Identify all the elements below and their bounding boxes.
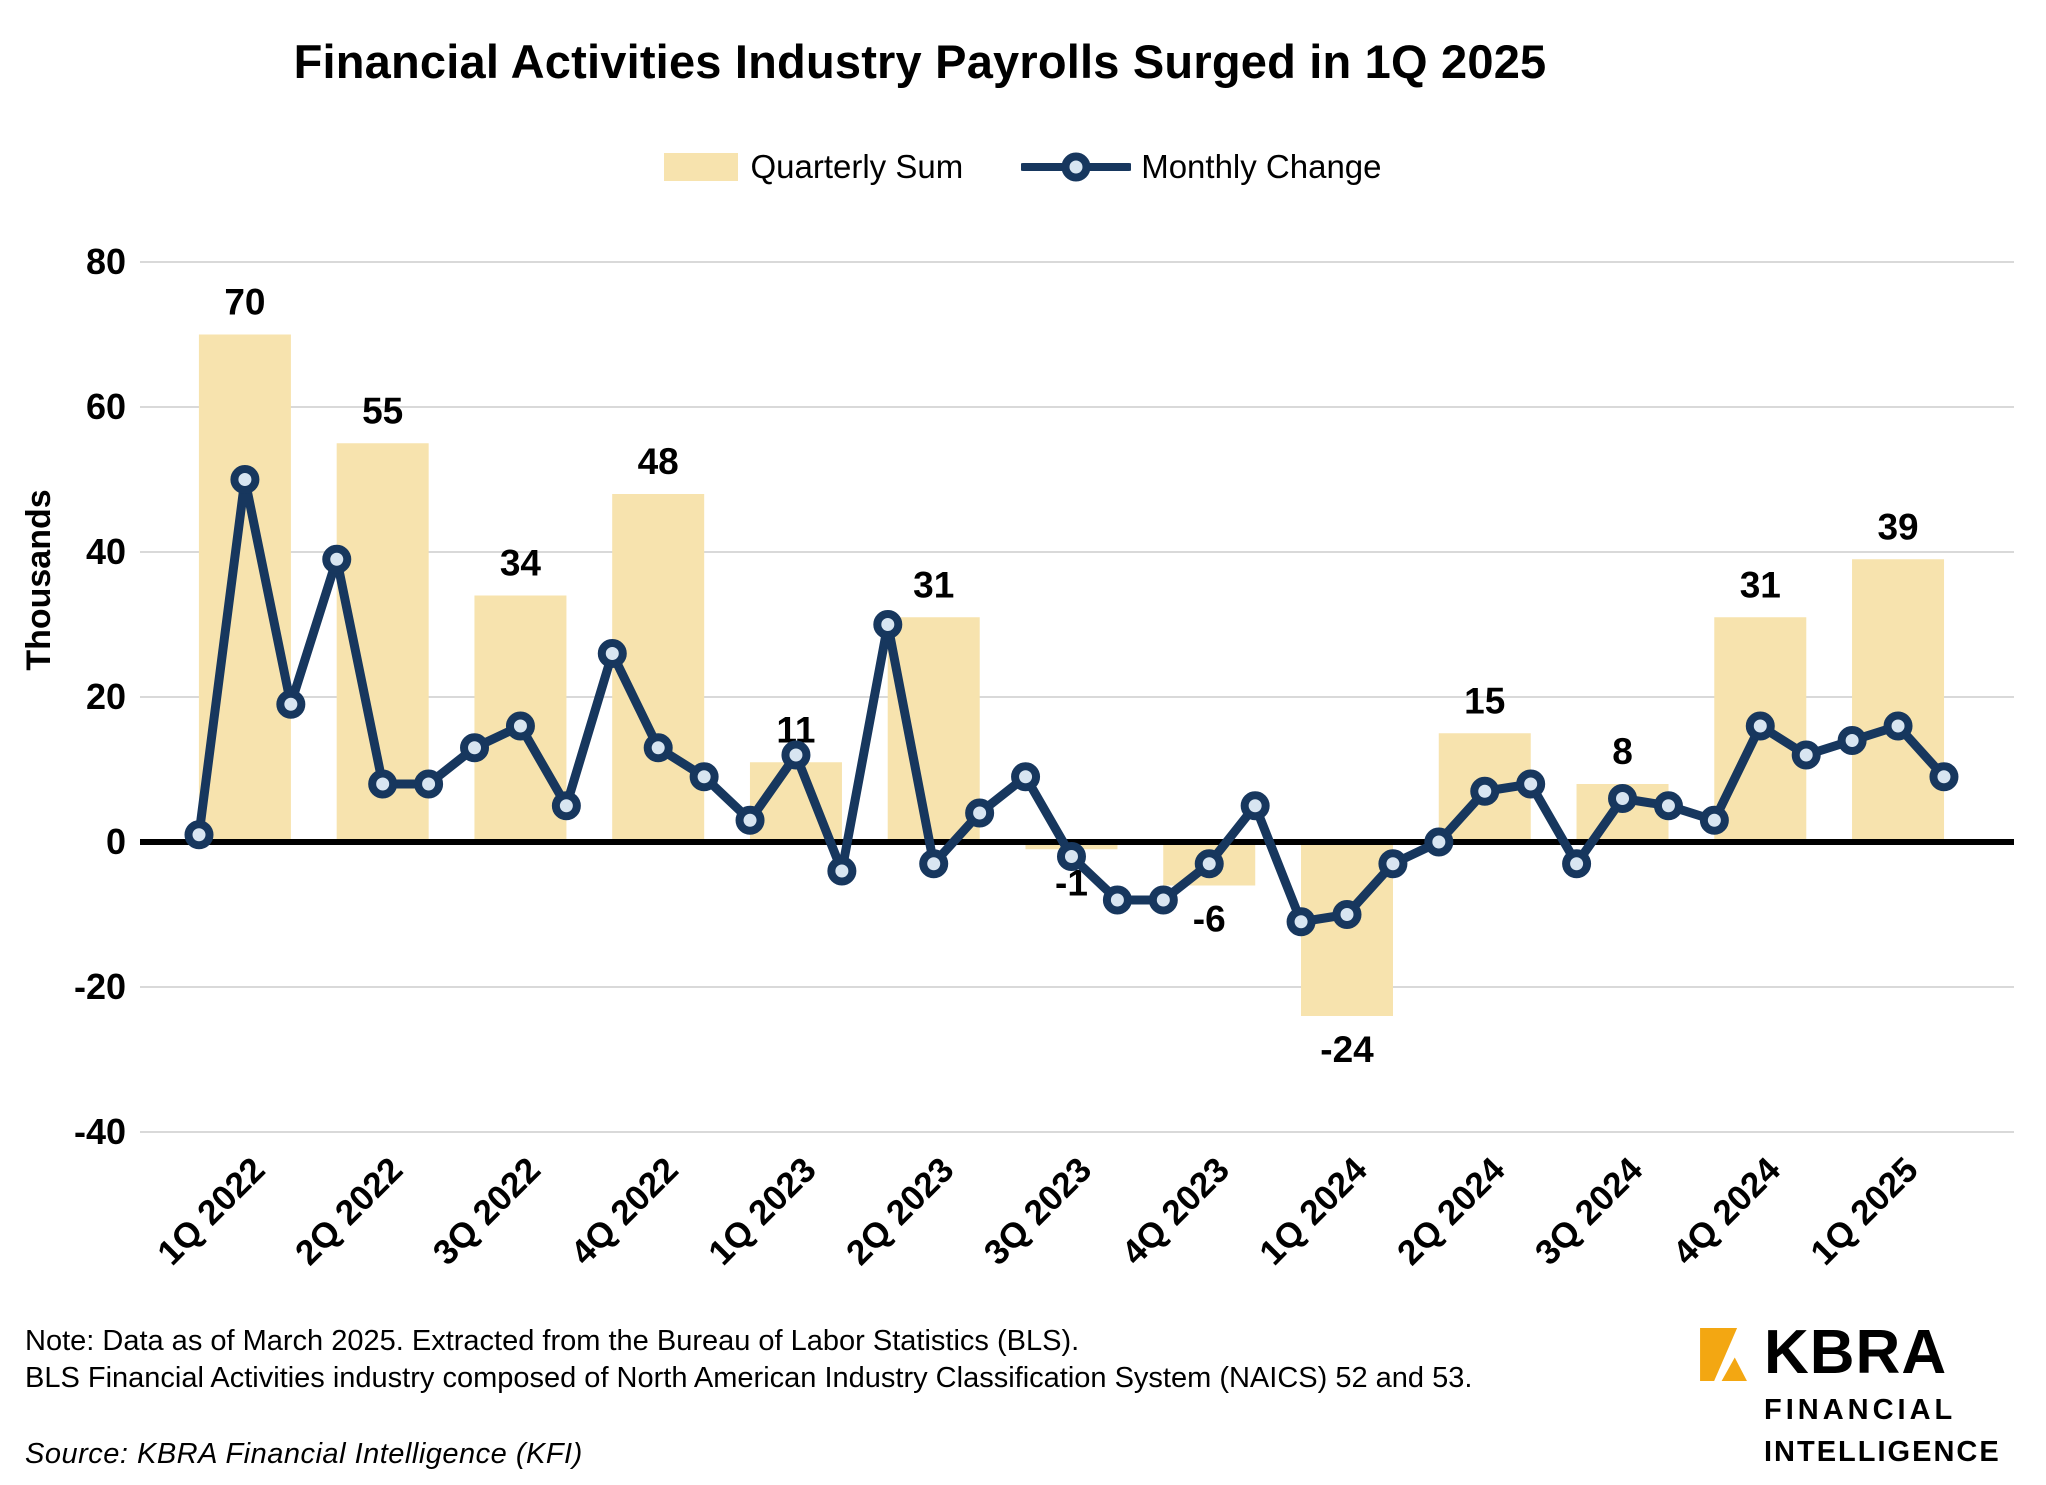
svg-text:3Q 2022: 3Q 2022 [426, 1150, 549, 1273]
svg-text:3Q 2023: 3Q 2023 [977, 1150, 1100, 1273]
svg-text:70: 70 [224, 282, 265, 323]
svg-text:31: 31 [913, 564, 954, 605]
svg-text:31: 31 [1740, 564, 1781, 605]
svg-text:1Q 2023: 1Q 2023 [701, 1150, 824, 1273]
svg-text:15: 15 [1464, 680, 1505, 721]
svg-text:4Q 2024: 4Q 2024 [1665, 1150, 1788, 1273]
svg-text:4Q 2022: 4Q 2022 [563, 1150, 686, 1273]
kbra-logo-text-block: KBRA FINANCIAL INTELLIGENCE [1764, 1318, 2001, 1469]
note-line-1: Note: Data as of March 2025. Extracted f… [25, 1325, 1080, 1357]
svg-text:48: 48 [638, 441, 679, 482]
legend-bar-swatch-icon [664, 153, 739, 181]
svg-text:-40: -40 [74, 1111, 126, 1152]
legend-bar-label: Quarterly Sum [750, 148, 964, 185]
legend-item-quarterly-sum: Quarterly Sum [664, 148, 963, 186]
svg-text:20: 20 [86, 676, 126, 717]
svg-text:4Q 2023: 4Q 2023 [1114, 1150, 1237, 1273]
legend-line-marker-icon [1021, 152, 1132, 182]
kbra-logo-mark-icon [1700, 1328, 1747, 1381]
svg-text:2Q 2022: 2Q 2022 [288, 1150, 411, 1273]
chart-title: Financial Activities Industry Payrolls S… [293, 35, 1547, 88]
legend-item-monthly-change: Monthly Change [1021, 148, 1382, 186]
svg-text:2Q 2024: 2Q 2024 [1390, 1150, 1513, 1273]
svg-text:8: 8 [1612, 731, 1633, 772]
svg-text:34: 34 [500, 543, 542, 584]
svg-text:39: 39 [1877, 506, 1918, 547]
svg-text:-6: -6 [1193, 899, 1226, 940]
svg-text:60: 60 [86, 386, 126, 427]
svg-text:1Q 2022: 1Q 2022 [150, 1150, 273, 1273]
legend-line-label: Monthly Change [1141, 148, 1382, 185]
svg-text:1Q 2024: 1Q 2024 [1252, 1150, 1375, 1273]
svg-text:3Q 2024: 3Q 2024 [1528, 1150, 1651, 1273]
svg-text:-24: -24 [1320, 1029, 1374, 1070]
svg-text:2Q 2023: 2Q 2023 [839, 1150, 962, 1273]
svg-text:80: 80 [86, 241, 126, 282]
svg-text:1Q 2025: 1Q 2025 [1803, 1150, 1926, 1273]
svg-text:0: 0 [106, 821, 126, 862]
svg-text:-20: -20 [74, 966, 126, 1007]
kbra-logo-financial: FINANCIAL [1764, 1394, 1957, 1426]
source-text: Source: KBRA Financial Intelligence (KFI… [25, 1438, 583, 1470]
svg-text:Thousands: Thousands [20, 489, 58, 670]
chart-plot: 806040200-20-40Thousands705534481131-1-6… [20, 241, 2014, 1273]
kbra-logo-intelligence: INTELLIGENCE [1764, 1436, 2001, 1468]
kbra-logo-name: KBRA [1764, 1318, 1948, 1387]
note-line-2: BLS Financial Activities industry compos… [25, 1362, 1473, 1394]
chart-notes: Note: Data as of March 2025. Extracted f… [25, 1323, 1472, 1397]
svg-text:55: 55 [362, 390, 403, 431]
svg-text:40: 40 [86, 531, 126, 572]
kbra-logo: KBRA FINANCIAL INTELLIGENCE [1700, 1318, 2001, 1469]
legend: Quarterly Sum Monthly Change [0, 148, 2046, 186]
